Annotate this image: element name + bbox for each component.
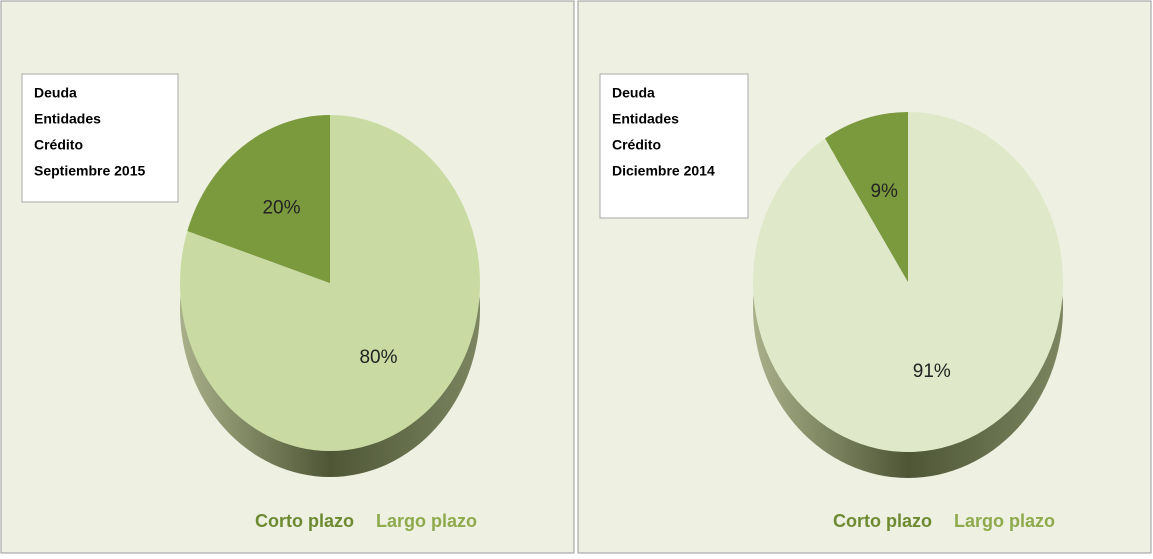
- chart-title: Crédito: [612, 137, 661, 153]
- chart-title: Entidades: [612, 111, 679, 127]
- pie-slice: [180, 115, 480, 452]
- data-label: 91%: [913, 361, 951, 382]
- title-box: [21, 73, 179, 203]
- title-box: [599, 73, 749, 219]
- data-label: 80%: [359, 347, 397, 368]
- legend-label: Corto plazo: [255, 511, 354, 531]
- chart-title: Entidades: [34, 111, 101, 127]
- legend-label: Corto plazo: [833, 511, 932, 531]
- chart-title: Diciembre 2014: [612, 163, 715, 179]
- chart-title: Deuda: [34, 85, 77, 101]
- pie-slice: [187, 115, 330, 283]
- legend-label: Largo plazo: [376, 511, 477, 531]
- pie-slice: [824, 112, 908, 282]
- data-label: 9%: [870, 181, 898, 202]
- chart-title: Septiembre 2015: [34, 163, 145, 179]
- chart-title: Deuda: [612, 85, 655, 101]
- data-label: 20%: [262, 197, 300, 218]
- pie-slice: [753, 112, 1063, 452]
- chart-title: Crédito: [34, 137, 83, 153]
- legend-label: Largo plazo: [954, 511, 1055, 531]
